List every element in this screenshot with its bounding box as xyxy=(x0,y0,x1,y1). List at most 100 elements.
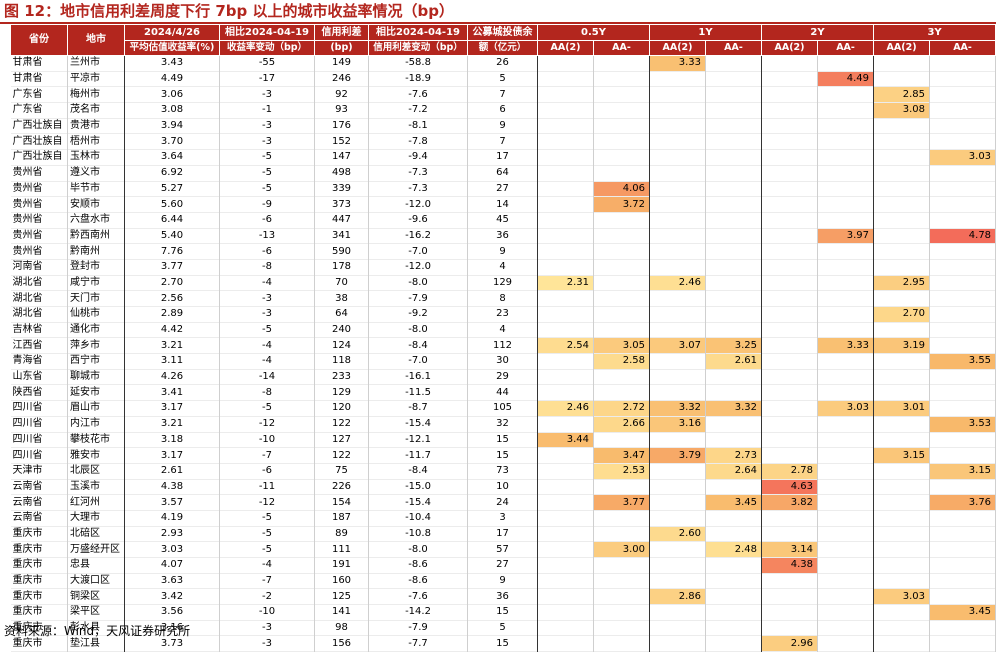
cell-avg-yield: 3.17 xyxy=(124,447,220,464)
cell-3y-aa-minus xyxy=(929,212,996,229)
cell-1y-aa2 xyxy=(649,290,706,307)
cell-3y-aa2 xyxy=(873,149,931,166)
cell-3y-aa-minus xyxy=(929,165,996,181)
cell-3y-aa-minus xyxy=(929,573,996,589)
cell-avg-yield: 4.19 xyxy=(124,510,220,527)
cell-avg-yield: 6.92 xyxy=(124,165,220,181)
cell-balance: 15 xyxy=(467,604,538,621)
cell-spread-change: -9.6 xyxy=(368,212,468,229)
cell-2y-aa2 xyxy=(761,620,819,636)
cell-3y-aa-minus xyxy=(929,588,996,605)
cell-spread: 498 xyxy=(314,165,369,181)
cell-province: 陕西省 xyxy=(10,384,68,401)
cell-avg-yield: 3.70 xyxy=(124,133,220,150)
header-sub-2y-aa2: AA(2) xyxy=(761,40,819,56)
header-sub-balance: 额（亿元） xyxy=(467,40,538,56)
cell-balance: 26 xyxy=(467,55,538,72)
cell-province: 云南省 xyxy=(10,510,68,527)
table-body: 甘肃省 兰州市 3.43 -55 149 -58.8 26 3.33 甘肃省 平凉市 4.49 -17… xyxy=(10,55,996,652)
cell-3y-aa-minus xyxy=(929,400,996,417)
cell-city: 聊城市 xyxy=(67,369,125,385)
cell-1y-aa2 xyxy=(649,635,706,652)
cell-balance: 9 xyxy=(467,573,538,589)
table-row: 云南省 玉溪市 4.38 -11 226 -15.0 10 4.63 xyxy=(10,479,996,495)
cell-3y-aa2 xyxy=(873,369,931,385)
cell-2y-aa-minus xyxy=(817,573,875,589)
cell-balance: 23 xyxy=(467,306,538,323)
cell-spread-change: -15.4 xyxy=(368,494,468,511)
cell-1y-aa-minus xyxy=(705,243,763,260)
cell-avg-yield: 3.57 xyxy=(124,494,220,511)
cell-balance: 17 xyxy=(467,526,538,542)
cell-2y-aa-minus xyxy=(817,290,875,307)
cell-3y-aa2 xyxy=(873,71,931,87)
cell-2y-aa-minus: 3.97 xyxy=(817,228,875,244)
cell-3y-aa-minus xyxy=(929,557,996,574)
cell-1y-aa2 xyxy=(649,557,706,574)
cell-2y-aa2 xyxy=(761,369,819,385)
cell-2y-aa-minus xyxy=(817,212,875,229)
cell-province: 云南省 xyxy=(10,479,68,495)
cell-balance: 64 xyxy=(467,165,538,181)
table-row: 贵州省 毕节市 5.27 -5 339 -7.3 27 4.06 xyxy=(10,181,996,197)
cell-balance: 36 xyxy=(467,228,538,244)
cell-1y-aa2 xyxy=(649,149,706,166)
cell-spread: 154 xyxy=(314,494,369,511)
cell-3y-aa2 xyxy=(873,133,931,150)
cell-spread: 339 xyxy=(314,181,369,197)
cell-3y-aa2 xyxy=(873,353,931,370)
cell-avg-yield: 3.03 xyxy=(124,541,220,558)
cell-avg-yield: 5.27 xyxy=(124,181,220,197)
cell-1y-aa-minus: 3.32 xyxy=(705,400,763,417)
cell-spread-change: -7.6 xyxy=(368,86,468,103)
cell-1y-aa2: 3.16 xyxy=(649,416,706,432)
cell-spread-change: -7.3 xyxy=(368,165,468,181)
cell-avg-yield: 2.70 xyxy=(124,275,220,291)
cell-2y-aa-minus xyxy=(817,86,875,103)
cell-1y-aa-minus xyxy=(705,149,763,166)
cell-spread-change: -8.6 xyxy=(368,573,468,589)
cell-2y-aa2 xyxy=(761,196,819,213)
cell-2y-aa2: 4.38 xyxy=(761,557,819,574)
cell-0.5y-aa2 xyxy=(537,259,594,276)
header-sub-3y-aa2: AA(2) xyxy=(873,40,931,56)
cell-2y-aa2 xyxy=(761,228,819,244)
cell-1y-aa-minus xyxy=(705,557,763,574)
cell-city: 安顺市 xyxy=(67,196,125,213)
cell-yield-change: -10 xyxy=(219,604,315,621)
cell-avg-yield: 3.56 xyxy=(124,604,220,621)
cell-2y-aa-minus xyxy=(817,588,875,605)
cell-spread: 373 xyxy=(314,196,369,213)
cell-2y-aa2 xyxy=(761,275,819,291)
cell-0.5y-aa2 xyxy=(537,369,594,385)
cell-yield-change: -3 xyxy=(219,635,315,652)
cell-0.5y-aa2 xyxy=(537,416,594,432)
cell-1y-aa-minus xyxy=(705,290,763,307)
cell-1y-aa-minus xyxy=(705,181,763,197)
cell-spread: 122 xyxy=(314,416,369,432)
cell-3y-aa2 xyxy=(873,479,931,495)
cell-1y-aa2 xyxy=(649,228,706,244)
cell-balance: 45 xyxy=(467,212,538,229)
cell-2y-aa-minus xyxy=(817,149,875,166)
cell-province: 云南省 xyxy=(10,494,68,511)
cell-yield-change: -8 xyxy=(219,259,315,276)
cell-2y-aa2 xyxy=(761,526,819,542)
cell-1y-aa-minus xyxy=(705,510,763,527)
cell-0.5y-aa2 xyxy=(537,573,594,589)
cell-3y-aa2 xyxy=(873,118,931,134)
cell-1y-aa-minus xyxy=(705,573,763,589)
cell-0.5y-aa2 xyxy=(537,181,594,197)
cell-province: 重庆市 xyxy=(10,573,68,589)
cell-city: 忠县 xyxy=(67,557,125,574)
cell-province: 贵州省 xyxy=(10,196,68,213)
cell-spread-change: -9.2 xyxy=(368,306,468,323)
cell-1y-aa2: 3.32 xyxy=(649,400,706,417)
header-sub-0.5y-aa2: AA(2) xyxy=(537,40,594,56)
cell-avg-yield: 3.11 xyxy=(124,353,220,370)
cell-3y-aa-minus: 3.03 xyxy=(929,149,996,166)
cell-0.5y-aa-minus: 3.05 xyxy=(593,337,650,354)
cell-2y-aa2: 4.63 xyxy=(761,479,819,495)
header-sub-spread-unit: (bp) xyxy=(314,40,369,56)
figure-title: 图 12：地市信用利差周度下行 7bp 以上的城市收益率情况（bp） xyxy=(0,0,996,24)
